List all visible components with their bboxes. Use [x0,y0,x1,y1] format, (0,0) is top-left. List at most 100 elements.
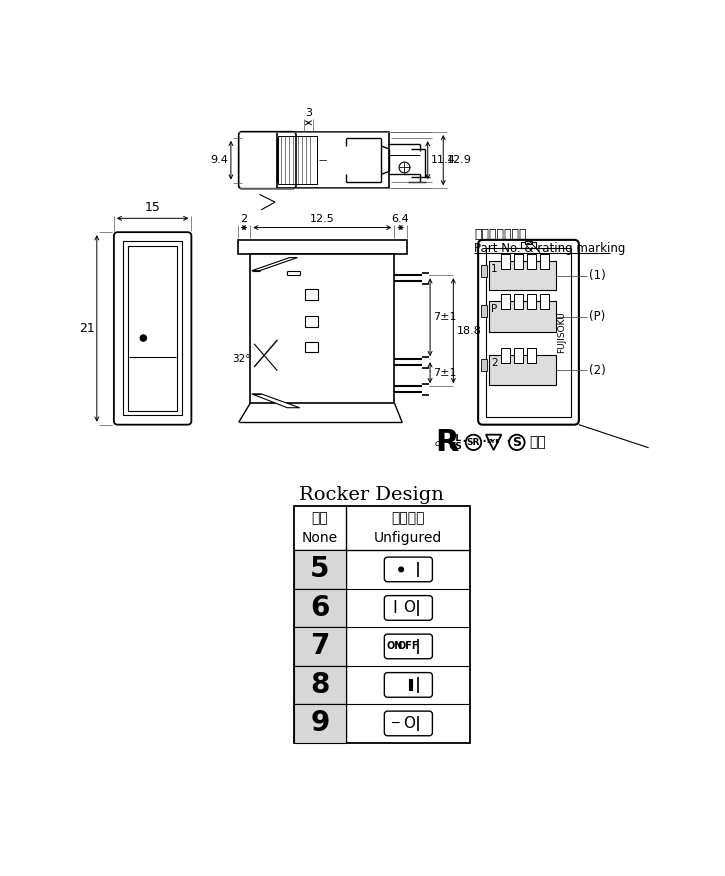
Bar [500,254,510,269]
FancyBboxPatch shape [478,240,579,425]
Text: 21: 21 [79,321,94,335]
Text: 形名・定格表示: 形名・定格表示 [474,229,527,241]
Polygon shape [252,258,297,271]
Text: ·: · [462,434,467,451]
Text: 12.9: 12.9 [447,155,471,166]
Text: Rocker Design: Rocker Design [299,486,444,505]
Text: —: — [319,156,327,165]
Bar [304,342,318,352]
Bar [294,666,347,704]
Text: 6: 6 [310,594,330,622]
Text: ─: ─ [392,717,399,730]
Bar [514,348,523,363]
Text: (1): (1) [589,269,605,282]
Text: ·: · [481,434,487,451]
Bar [294,627,347,666]
Text: 12.5: 12.5 [310,214,335,223]
Text: 18.8: 18.8 [457,326,481,336]
FancyBboxPatch shape [384,557,432,582]
Text: $_c$: $_c$ [434,436,442,449]
Bar [514,293,523,309]
Bar [123,242,182,415]
Bar [277,132,389,188]
Bar [489,261,555,290]
Text: 1: 1 [492,265,498,274]
Text: P: P [492,304,497,314]
Text: O: O [403,716,415,731]
Text: 7±1: 7±1 [433,368,457,378]
Text: 9: 9 [310,710,330,738]
Bar [128,246,178,411]
Bar [294,666,347,704]
Text: 2: 2 [241,214,248,223]
Text: $\mathbf{R}$: $\mathbf{R}$ [435,427,460,457]
Text: 7±1: 7±1 [433,312,457,322]
FancyBboxPatch shape [384,596,432,620]
Bar [527,293,536,309]
FancyBboxPatch shape [384,634,432,659]
Bar [294,505,471,743]
Text: 2: 2 [492,358,498,368]
Text: 表示: 表示 [529,435,546,449]
Text: ·: · [505,434,510,451]
Bar [294,704,347,743]
Bar [294,550,347,589]
Text: SR: SR [467,438,480,447]
Bar [294,550,347,589]
Text: S: S [513,436,521,449]
Text: (2): (2) [589,364,605,377]
Text: I: I [392,599,397,617]
Polygon shape [252,394,299,407]
Bar [294,704,347,743]
Bar [481,306,487,317]
Bar [486,248,571,417]
Text: 6.4: 6.4 [392,214,410,223]
Bar [500,293,510,309]
Bar [294,589,347,627]
Circle shape [140,335,146,341]
Text: 15: 15 [145,201,160,215]
Bar [540,254,550,269]
Text: Part No. & rating marking: Part No. & rating marking [474,242,626,255]
Bar [521,242,536,248]
Bar [527,254,536,269]
Text: (P): (P) [589,310,605,323]
Bar [481,265,487,277]
Bar [527,348,536,363]
Text: US: US [448,442,462,451]
Text: 表示なし
Unfigured: 表示なし Unfigured [374,511,442,545]
FancyBboxPatch shape [114,232,191,425]
Text: ON: ON [386,641,403,652]
Text: 7: 7 [310,632,330,661]
Text: OFF: OFF [397,641,419,652]
Bar [500,348,510,363]
Text: 8: 8 [310,671,330,699]
FancyBboxPatch shape [384,711,432,736]
Text: DYE: DYE [487,439,500,444]
Text: 9.4: 9.4 [211,155,228,166]
Bar [481,359,487,371]
Bar [238,240,407,254]
Bar [304,289,318,300]
Text: 11.4: 11.4 [431,155,455,166]
Text: なし
None: なし None [302,511,338,545]
Bar [294,589,347,627]
Bar [489,356,555,385]
Text: 5: 5 [310,555,330,583]
Bar [540,293,550,309]
FancyBboxPatch shape [239,131,296,188]
FancyBboxPatch shape [384,673,432,697]
Circle shape [399,567,404,572]
Bar [525,241,532,244]
Text: O: O [403,600,415,616]
Bar [514,254,523,269]
Bar [304,316,318,327]
Bar [294,627,347,666]
Bar [489,301,555,332]
Text: 32°: 32° [232,354,250,364]
Bar [250,254,394,403]
Bar [278,136,317,185]
Text: UL: UL [448,434,461,443]
Text: FUJISOKU: FUJISOKU [558,311,566,353]
Text: 3: 3 [305,109,312,118]
